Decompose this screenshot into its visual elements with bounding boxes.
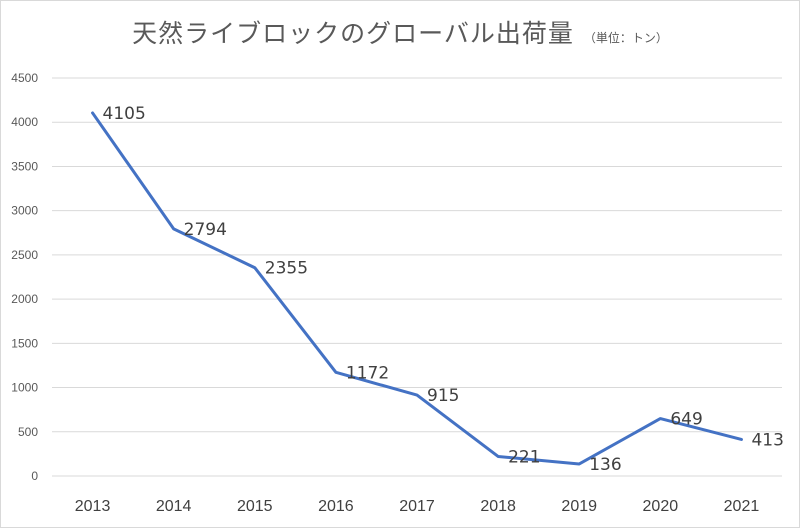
data-label: 2355 xyxy=(265,259,308,279)
data-label: 1172 xyxy=(346,363,389,383)
chart-title-row: 天然ライブロックのグローバル出荷量 （単位：トン） xyxy=(0,14,800,50)
x-tick-label: 2015 xyxy=(237,498,273,515)
data-label: 221 xyxy=(508,447,540,467)
data-label: 2794 xyxy=(184,220,227,240)
y-tick-label: 3500 xyxy=(11,159,38,173)
y-tick-label: 1000 xyxy=(11,381,38,395)
data-label: 915 xyxy=(427,386,459,406)
y-tick-label: 4000 xyxy=(11,115,38,129)
y-tick-label: 3000 xyxy=(11,204,38,218)
y-tick-label: 2500 xyxy=(11,248,38,262)
series-line-0 xyxy=(91,111,743,466)
data-label: 649 xyxy=(670,410,702,430)
y-tick-label: 4500 xyxy=(11,71,38,85)
y-tick-label: 1500 xyxy=(11,336,38,350)
data-label: 4105 xyxy=(103,104,146,124)
data-label: 136 xyxy=(589,455,621,475)
x-tick-label: 2014 xyxy=(156,498,192,515)
x-tick-label: 2013 xyxy=(75,498,111,515)
x-tick-label: 2017 xyxy=(399,498,435,515)
x-tick-label: 2020 xyxy=(643,498,679,515)
y-tick-label: 2000 xyxy=(11,292,38,306)
x-tick-label: 2019 xyxy=(561,498,597,515)
data-labels: 4105 2794 2355 1172 915 221 136 649 413 xyxy=(103,104,784,475)
series-group xyxy=(91,111,743,466)
x-tick-label: 2021 xyxy=(724,498,760,515)
gridlines xyxy=(52,77,782,477)
y-axis-ticks: 0 500 1000 1500 2000 2500 3000 3500 4000 4500 xyxy=(11,71,38,483)
x-tick-label: 2018 xyxy=(480,498,516,515)
chart-unit-note: （単位：トン） xyxy=(583,31,668,45)
x-axis-ticks: 2013 2014 2015 2016 2017 2018 2019 2020 2021 xyxy=(75,498,760,515)
y-tick-label: 0 xyxy=(31,469,38,483)
chart-title: 天然ライブロックのグローバル出荷量 xyxy=(132,19,574,48)
data-label: 413 xyxy=(751,430,783,450)
x-tick-label: 2016 xyxy=(318,498,354,515)
y-tick-label: 500 xyxy=(18,425,38,439)
